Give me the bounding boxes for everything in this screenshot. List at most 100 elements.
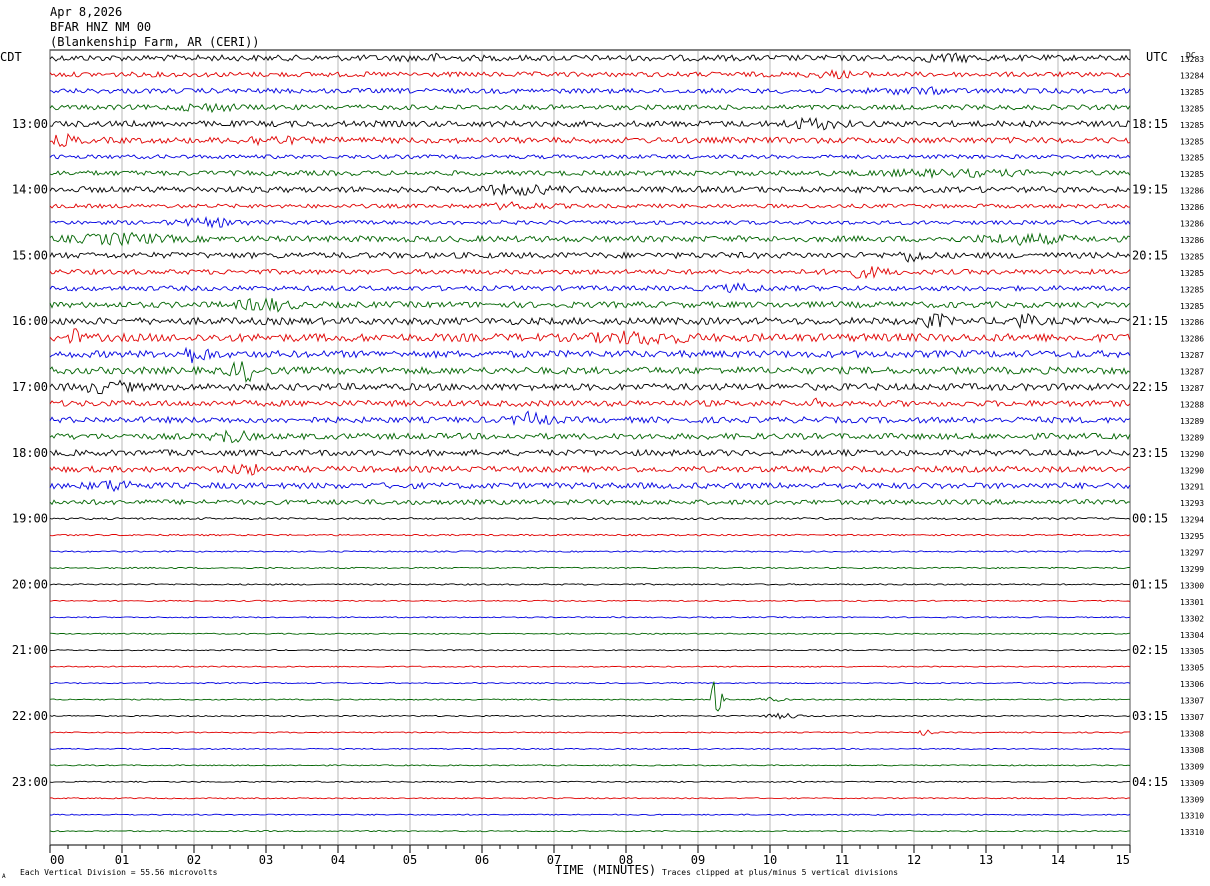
dc-offset-label: 13309	[1180, 795, 1204, 804]
dc-offset-label: 13286	[1180, 236, 1204, 245]
trace-row-8	[49, 183, 1131, 197]
left-time-labels: 13:00 14:00 15:00 16:00 17:00 18:00 19:00 20:00…	[12, 117, 48, 789]
dc-offset-label: 13287	[1180, 384, 1204, 393]
dc-offset-label: 13286	[1180, 187, 1204, 196]
x-tick-label: 07	[547, 853, 561, 867]
trace-row-31	[49, 566, 1131, 570]
right-time-label: 18:15	[1132, 117, 1168, 131]
dc-offset-label: 13289	[1180, 417, 1204, 426]
x-tick-label: 01	[115, 853, 129, 867]
trace-row-46	[49, 813, 1131, 816]
right-timezone-label: UTC	[1146, 50, 1168, 64]
trace-row-47	[49, 830, 1131, 833]
trace-row-45	[49, 797, 1130, 800]
dc-offset-label: 13302	[1180, 614, 1204, 623]
right-time-label: 19:15	[1132, 183, 1168, 197]
dc-offset-label: 13286	[1180, 318, 1204, 327]
clip-note: Traces clipped at plus/minus 5 vertical …	[662, 868, 898, 877]
trace-row-17	[49, 328, 1131, 346]
left-time-label: 15:00	[12, 248, 48, 262]
x-tick-label: 14	[1051, 853, 1065, 867]
trace-row-20	[49, 379, 1131, 395]
seismic-traces	[49, 52, 1131, 833]
trace-row-14	[49, 282, 1131, 294]
trace-row-23	[49, 429, 1131, 444]
x-tick-label: 08	[619, 853, 633, 867]
trace-row-39	[49, 681, 1130, 712]
trace-row-7	[49, 167, 1131, 180]
trace-row-11	[49, 231, 1131, 247]
right-time-label: 21:15	[1132, 314, 1168, 328]
left-time-label: 14:00	[12, 183, 48, 197]
minute-gridlines	[49, 50, 1131, 845]
x-tick-label: 11	[835, 853, 849, 867]
dc-offset-label: 13293	[1180, 499, 1204, 508]
trace-row-10	[49, 216, 1131, 229]
dc-label: DC	[1186, 51, 1196, 60]
dc-offset-label: 13305	[1180, 664, 1204, 673]
header-station: BFAR HNZ NM 00	[50, 20, 151, 34]
trace-row-26	[49, 480, 1131, 493]
right-time-label: 03:15	[1132, 709, 1168, 723]
trace-row-13	[49, 266, 1131, 280]
dc-offset-label: 13310	[1180, 812, 1204, 821]
left-time-label: 20:00	[12, 577, 48, 591]
trace-row-35	[49, 632, 1131, 635]
left-time-label: 18:00	[12, 446, 48, 460]
right-time-label: 20:15	[1132, 248, 1168, 262]
trace-row-22	[49, 410, 1131, 426]
dc-offset-label: 13289	[1180, 433, 1204, 442]
dc-offset-label: 13300	[1180, 581, 1204, 590]
left-timezone-label: CDT	[0, 50, 22, 64]
dc-offset-label: 13309	[1180, 779, 1204, 788]
trace-row-38	[49, 681, 1131, 685]
trace-row-29	[49, 533, 1131, 537]
x-tick-label: 02	[187, 853, 201, 867]
dc-offset-label: 13285	[1180, 137, 1204, 146]
x-tick-label: 09	[691, 853, 705, 867]
dc-offset-label: 13301	[1180, 598, 1204, 607]
trace-row-5	[49, 132, 1131, 148]
dc-offset-label: 13294	[1180, 516, 1204, 525]
dc-offset-label: 13285	[1180, 154, 1204, 163]
right-time-label: 22:15	[1132, 380, 1168, 394]
dc-offset-label: 13295	[1180, 532, 1204, 541]
dc-offset-label: 13285	[1180, 104, 1204, 113]
dc-offset-label: 13285	[1180, 121, 1204, 130]
right-time-label: 04:15	[1132, 775, 1168, 789]
scale-note: Each Vertical Division = 55.56 microvolt…	[20, 868, 218, 877]
trace-row-4	[49, 116, 1131, 131]
dc-offset-label: 13285	[1180, 170, 1204, 179]
x-tick-label: 04	[331, 853, 345, 867]
x-tick-label: 10	[763, 853, 777, 867]
dc-offset-label: 13290	[1180, 450, 1204, 459]
trace-row-2	[49, 86, 1131, 96]
dc-offset-label: 13286	[1180, 203, 1204, 212]
x-tick-label: 03	[259, 853, 273, 867]
dc-offset-label: 13308	[1180, 746, 1204, 755]
dc-offset-label: 13306	[1180, 680, 1204, 689]
trace-row-19	[49, 361, 1131, 383]
trace-row-6	[49, 153, 1131, 160]
x-tick-label: 12	[907, 853, 921, 867]
dc-offset-label: 13286	[1180, 220, 1204, 229]
dc-offset-label: 13283	[1180, 55, 1204, 64]
dc-offset-label: 13285	[1180, 302, 1204, 311]
trace-row-34	[49, 616, 1131, 619]
x-tick-label: 06	[475, 853, 489, 867]
left-time-label: 17:00	[12, 380, 48, 394]
left-time-label: 16:00	[12, 314, 48, 328]
trace-row-42	[49, 747, 1131, 751]
dc-offset-label: 13304	[1180, 631, 1204, 640]
trace-row-0	[49, 52, 1131, 64]
dc-offset-label: 13285	[1180, 269, 1204, 278]
dc-offset-label: 13286	[1180, 335, 1204, 344]
trace-row-43	[49, 764, 1131, 767]
dc-offset-label: 13305	[1180, 647, 1204, 656]
trace-row-18	[49, 346, 1131, 364]
left-time-label: 23:00	[12, 775, 48, 789]
x-axis-title: TIME (MINUTES)	[555, 863, 656, 877]
corner-mark: A	[2, 873, 6, 880]
right-time-labels: 18:15 19:15 20:15 21:15 22:15 23:15 00:15 01:15…	[1132, 117, 1168, 789]
right-time-label: 23:15	[1132, 446, 1168, 460]
